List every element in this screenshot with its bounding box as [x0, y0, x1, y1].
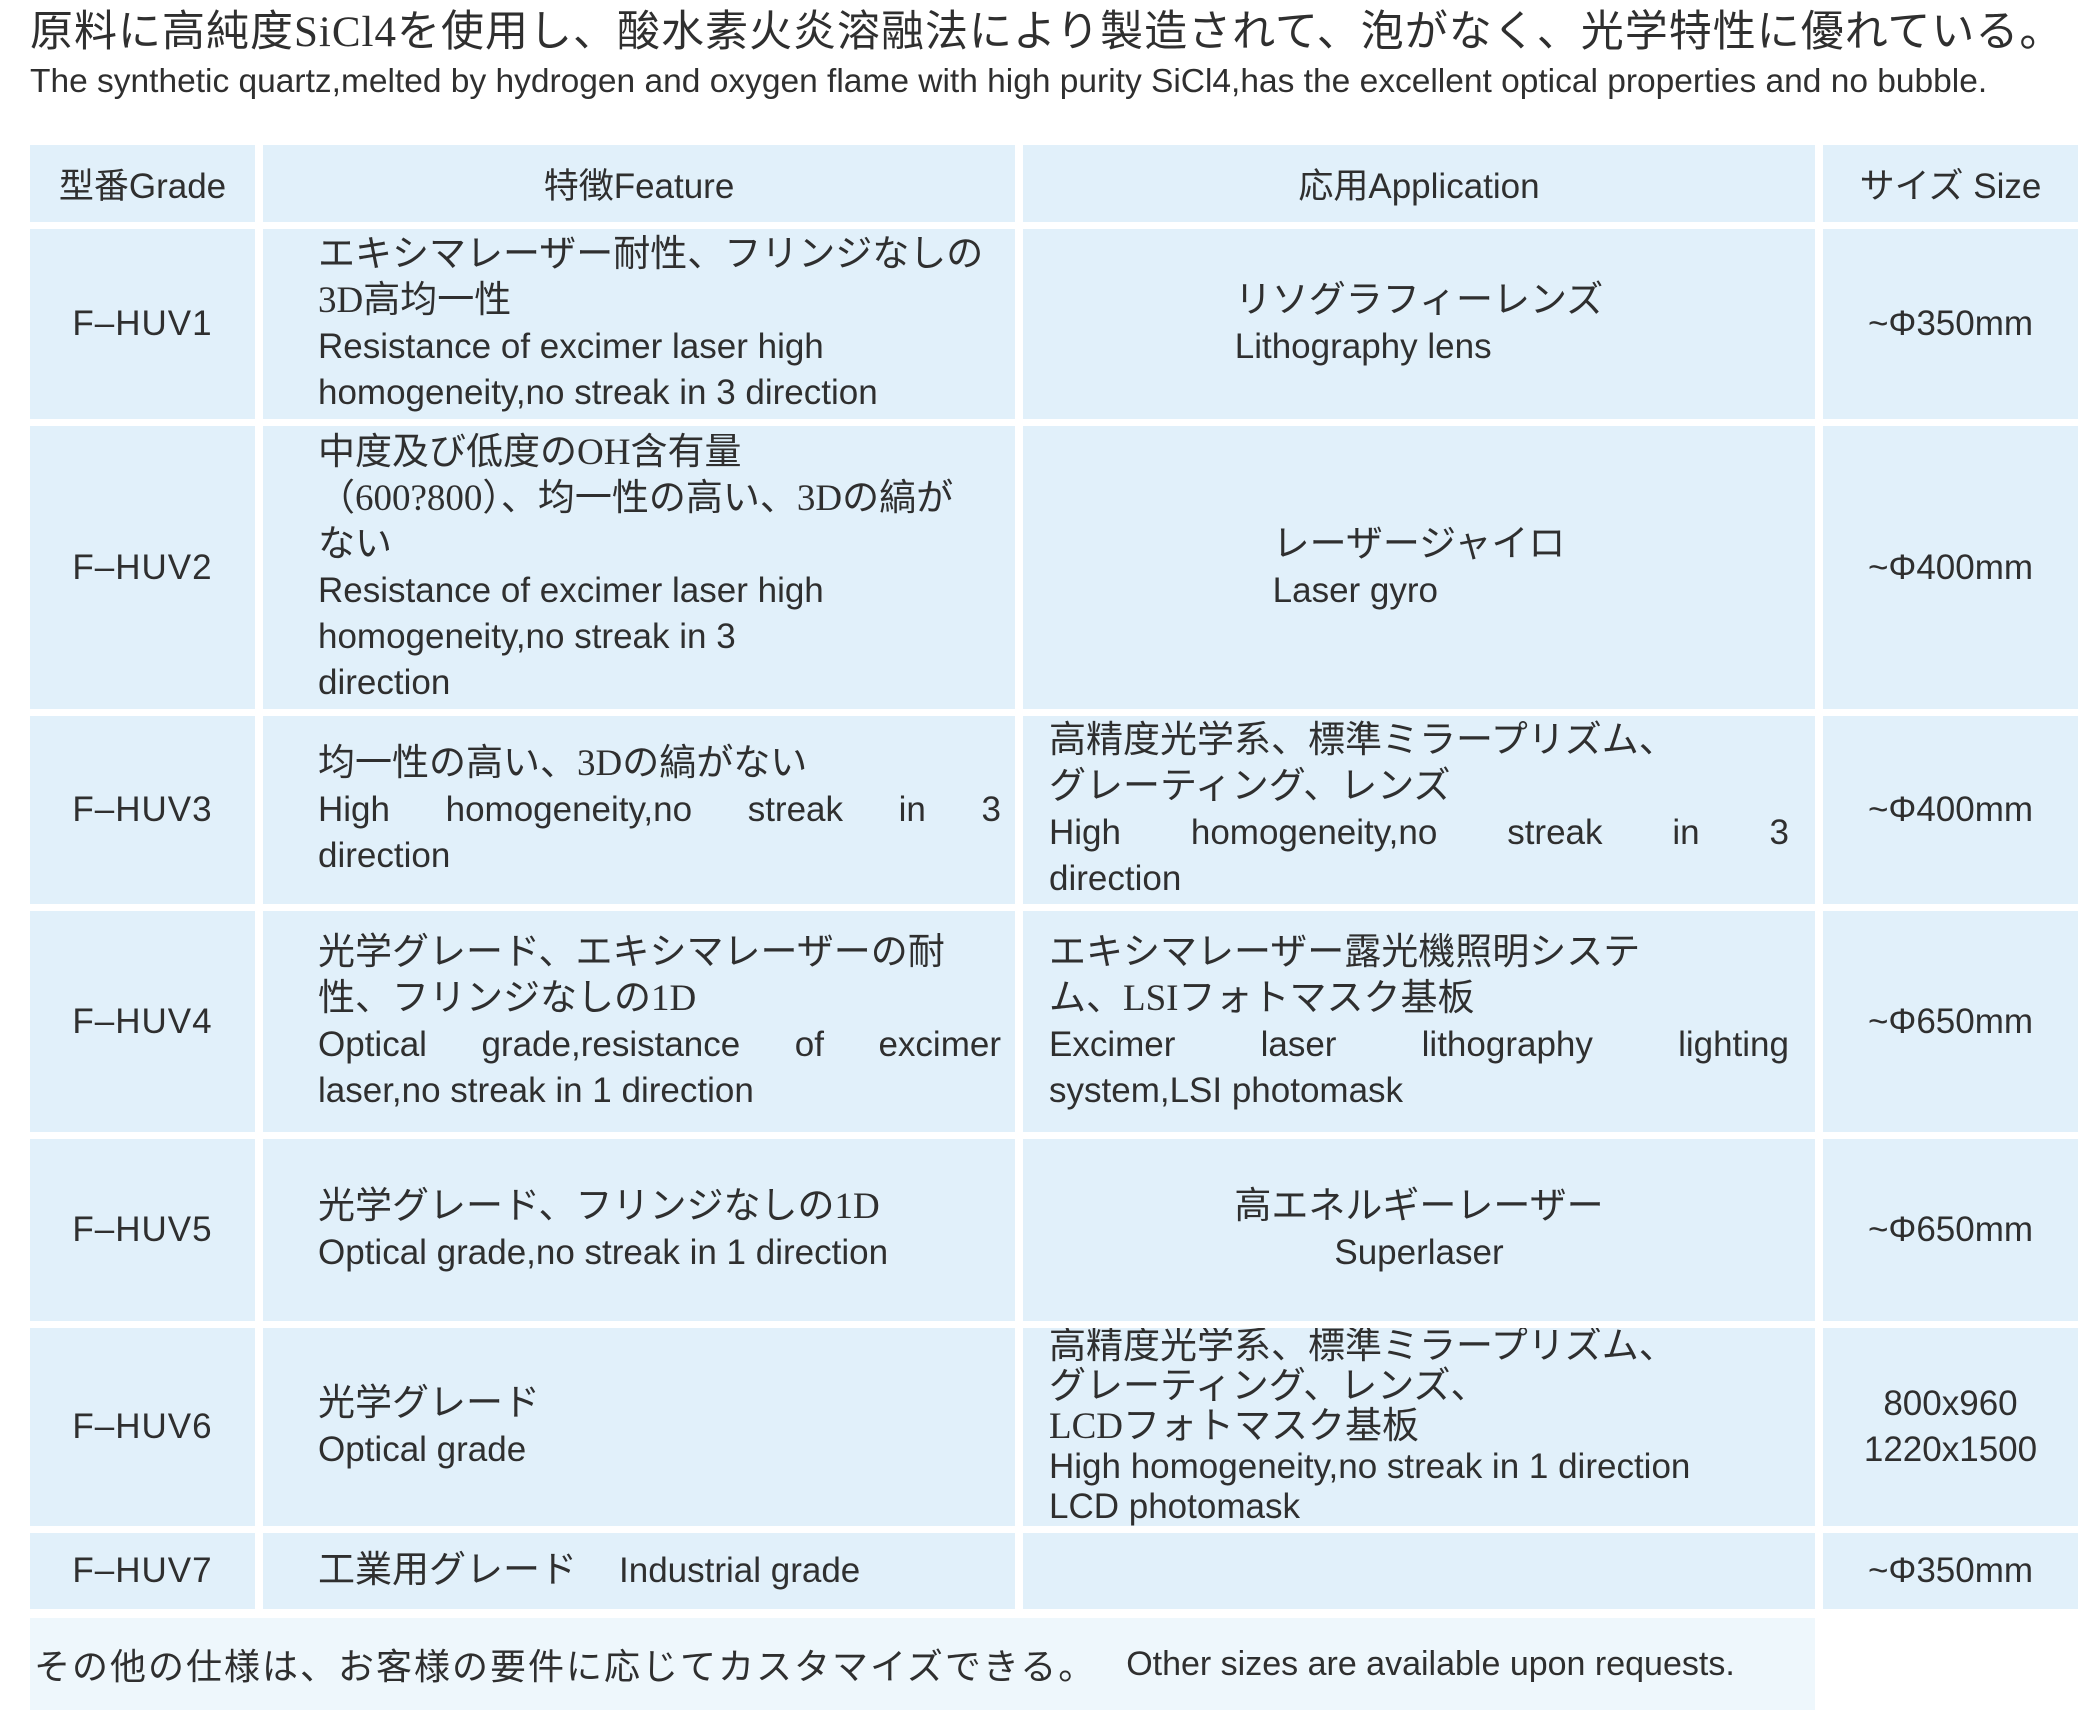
header-application: 応用Application [1023, 145, 1815, 222]
feature-cell: 光学グレード、フリンジなしの1D Optical grade,no streak… [263, 1139, 1015, 1321]
footer-text-english: Other sizes are available upon requests. [1126, 1644, 1735, 1683]
application-line: Superlaser [1334, 1233, 1504, 1272]
application-line: レーザージャイロ [1272, 523, 1566, 565]
application-cell: 高精度光学系、標準ミラープリズム、 グレーティング、レンズ High homog… [1023, 716, 1815, 904]
feature-line: Optical grade,no streak in 1 direction [318, 1233, 889, 1272]
feature-cell: 中度及び低度のOH含有量 （600?800）、均一性の高い、3Dの縞が ない R… [263, 426, 1015, 709]
grade-cell: F–HUV2 [30, 426, 255, 709]
application-line: エキシマレーザー露光機照明システ [1049, 931, 1641, 973]
application-line: system,LSI photomask [1049, 1070, 1404, 1110]
feature-line: Resistance of excimer laser high [318, 327, 824, 366]
feature-line: 工業用グレード Industrial grade [318, 1548, 1001, 1594]
grade-cell: F–HUV3 [30, 716, 255, 904]
grade-cell: F–HUV6 [30, 1328, 255, 1526]
feature-japanese: 工業用グレード [318, 1550, 577, 1591]
spec-table: 型番Grade 特徴Feature 応用Application サイズ Size… [30, 145, 2078, 1609]
feature-line: homogeneity,no streak in 3 [318, 616, 736, 656]
feature-line: （600?800）、均一性の高い、3Dの縞が [318, 477, 954, 519]
application-cell: 高精度光学系、標準ミラープリズム、 グレーティング、レンズ、 LCDフォトマスク… [1023, 1328, 1815, 1526]
feature-line: homogeneity,no streak in 3 direction [318, 373, 878, 412]
size-line: 1220x1500 [1863, 1430, 2038, 1469]
size-cell: ~Φ400mm [1823, 716, 2078, 904]
application-line: リソグラフィーレンズ [1234, 280, 1604, 321]
size-line: 800x960 [1883, 1384, 2018, 1423]
grade-cell: F–HUV1 [30, 229, 255, 419]
grade-cell: F–HUV7 [30, 1533, 255, 1609]
feature-cell: 均一性の高い、3Dの縞がない High homogeneity,no strea… [263, 716, 1015, 904]
feature-line: ない [318, 523, 392, 565]
feature-line: 3D高均一性 [318, 280, 512, 321]
feature-cell: エキシマレーザー耐性、フリンジなしの 3D高均一性 Resistance of … [263, 229, 1015, 419]
size-cell: ~Φ650mm [1823, 1139, 2078, 1321]
feature-line: 光学グレード [318, 1383, 540, 1424]
application-cell: リソグラフィーレンズ Lithography lens [1023, 229, 1815, 419]
application-line: High homogeneity,no streak in 3 [1049, 813, 1789, 852]
header-size: サイズ Size [1823, 145, 2078, 222]
application-line: LCD photomask [1049, 1487, 1300, 1526]
feature-line: 均一性の高い、3Dの縞がない [318, 743, 808, 784]
feature-line: laser,no streak in 1 direction [318, 1070, 754, 1110]
feature-line: 光学グレード、エキシマレーザーの耐 [318, 931, 945, 973]
feature-cell: 光学グレード Optical grade [263, 1328, 1015, 1526]
grade-cell: F–HUV5 [30, 1139, 255, 1321]
application-line: Laser gyro [1272, 570, 1439, 610]
application-line: High homogeneity,no streak in 1 directio… [1049, 1447, 1691, 1486]
footer-note: その他の仕様は、お客様の要件に応じてカスタマイズできる。 Other sizes… [30, 1618, 1815, 1710]
intro-text-english: The synthetic quartz,melted by hydrogen … [30, 63, 1988, 100]
size-cell: ~Φ400mm [1823, 426, 2078, 709]
feature-line: direction [318, 836, 451, 875]
feature-english: Industrial grade [619, 1551, 861, 1590]
feature-line: エキシマレーザー耐性、フリンジなしの [318, 234, 984, 275]
size-cell: ~Φ350mm [1823, 229, 2078, 419]
size-cell: ~Φ350mm [1823, 1533, 2078, 1609]
intro-text-japanese: 原料に高純度SiCl4を使用し、酸水素火炎溶融法により製造されて、泡がなく、光学… [30, 9, 2064, 56]
size-cell: ~Φ650mm [1823, 911, 2078, 1132]
application-line: direction [1049, 859, 1182, 898]
application-line: 高エネルギーレーザー [1234, 1186, 1604, 1227]
application-line: 高精度光学系、標準ミラープリズム、 [1049, 720, 1676, 761]
feature-cell: 光学グレード、エキシマレーザーの耐 性、フリンジなしの1D Optical gr… [263, 911, 1015, 1132]
application-cell-empty [1023, 1533, 1815, 1609]
application-line: グレーティング、レンズ、 [1049, 1366, 1488, 1407]
application-line: グレーティング、レンズ [1049, 766, 1451, 807]
intro-block: 原料に高純度SiCl4を使用し、酸水素火炎溶融法により製造されて、泡がなく、光学… [0, 0, 2078, 102]
application-cell: エキシマレーザー露光機照明システ ム、LSIフォトマスク基板 Excimer l… [1023, 911, 1815, 1132]
feature-line: 中度及び低度のOH含有量 [318, 431, 742, 473]
application-line: Lithography lens [1234, 327, 1492, 366]
application-cell: 高エネルギーレーザー Superlaser [1023, 1139, 1815, 1321]
feature-line: direction [318, 662, 451, 702]
application-line: 高精度光学系、標準ミラープリズム、 [1049, 1328, 1676, 1367]
header-grade: 型番Grade [30, 145, 255, 222]
feature-line: High homogeneity,no streak in 3 [318, 790, 1001, 829]
feature-cell: 工業用グレード Industrial grade [263, 1533, 1015, 1609]
feature-line: 性、フリンジなしの1D [318, 977, 697, 1019]
application-line: ム、LSIフォトマスク基板 [1049, 977, 1475, 1019]
grade-cell: F–HUV4 [30, 911, 255, 1132]
footer-text-japanese: その他の仕様は、お客様の要件に応じてカスタマイズできる。 [34, 1647, 1097, 1687]
application-line: LCDフォトマスク基板 [1049, 1406, 1419, 1447]
feature-line: Optical grade [318, 1430, 527, 1469]
header-feature: 特徴Feature [263, 145, 1015, 222]
application-cell: レーザージャイロ Laser gyro [1023, 426, 1815, 709]
feature-line: 光学グレード、フリンジなしの1D [318, 1186, 880, 1227]
application-line: Excimer laser lithography lighting [1049, 1024, 1789, 1064]
feature-line: Optical grade,resistance of excimer [318, 1024, 1001, 1064]
size-cell: 800x960 1220x1500 [1823, 1328, 2078, 1526]
feature-line: Resistance of excimer laser high [318, 570, 824, 610]
